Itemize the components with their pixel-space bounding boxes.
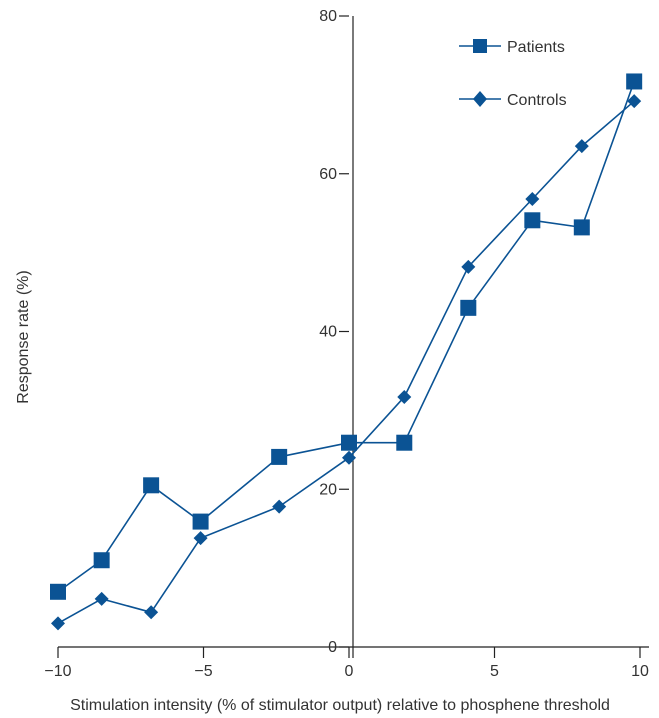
data-point-patients [524, 212, 541, 229]
y-ticks: 0 20 40 60 80 [319, 8, 349, 656]
data-point-controls [51, 616, 65, 631]
x-tick-label: 10 [631, 663, 649, 680]
legend-marker-diamond [473, 91, 487, 107]
data-point-patients [50, 583, 66, 600]
data-point-patients [192, 513, 209, 530]
data-point-patients [573, 219, 590, 236]
data-point-patients [460, 299, 477, 316]
x-tick-label: 5 [490, 663, 499, 680]
y-tick-label: 60 [319, 166, 337, 183]
data-point-patients [341, 434, 357, 451]
legend-item-patients: Patients [459, 39, 565, 56]
y-tick-label: 0 [328, 639, 337, 656]
x-ticks: −10 −5 0 5 10 [44, 647, 649, 680]
data-point-controls [193, 531, 208, 546]
legend-label-patients: Patients [507, 39, 565, 56]
data-point-controls [144, 605, 159, 620]
series-layer [50, 73, 643, 631]
y-tick-label: 40 [319, 324, 337, 341]
x-tick-label: 0 [345, 663, 354, 680]
x-axis-label: Stimulation intensity (% of stimulator o… [70, 697, 610, 714]
legend-label-controls: Controls [507, 92, 567, 109]
data-point-controls [627, 94, 642, 109]
data-point-controls [342, 450, 356, 465]
legend-item-controls: Controls [459, 91, 567, 109]
series-line-controls [57, 100, 635, 625]
data-point-controls [461, 259, 476, 274]
series-line-patients [57, 81, 635, 593]
legend-marker-square [473, 39, 487, 53]
data-point-patients [396, 434, 413, 451]
x-tick-label: −10 [44, 663, 71, 680]
y-tick-label: 80 [319, 8, 337, 25]
data-point-controls [397, 389, 412, 404]
y-axis-label: Response rate (%) [15, 270, 32, 403]
x-tick-label: −5 [194, 663, 212, 680]
data-point-patients [626, 73, 643, 90]
data-point-patients [143, 477, 160, 494]
data-point-controls [94, 591, 109, 606]
data-point-controls [574, 139, 589, 154]
y-tick-label: 20 [319, 481, 337, 498]
data-point-controls [272, 499, 287, 514]
data-point-patients [271, 448, 288, 465]
axes: −10 −5 0 5 10 0 20 40 60 80 [44, 8, 649, 680]
data-point-controls [525, 191, 540, 206]
data-point-patients [93, 552, 110, 569]
legend: Patients Controls [459, 39, 567, 109]
